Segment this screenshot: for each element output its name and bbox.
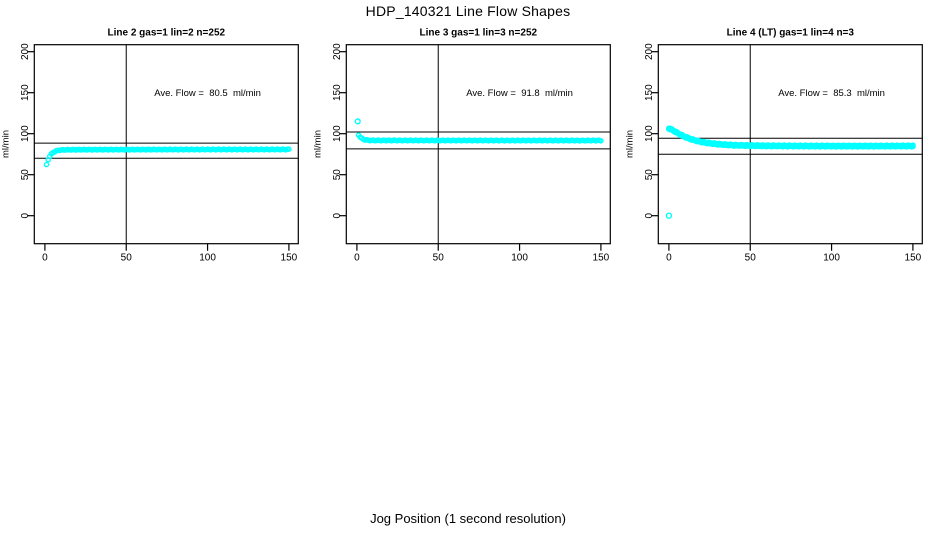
data-points (43, 146, 292, 168)
y-tick-label: 200 (20, 43, 31, 60)
plot-frame (657, 44, 923, 245)
y-tick-label: 150 (644, 84, 655, 101)
avg-flow-annotation: Ave. Flow = 80.5 ml/min (154, 88, 261, 99)
y-axis-title: ml/min (1, 130, 12, 158)
x-tick-label: 100 (199, 253, 216, 264)
data-point (286, 146, 292, 152)
data-point (910, 142, 916, 149)
panel-line-3: Line 3 gas=1 lin=3 n=252 0 50 100 150 0 50 100 1… (313, 28, 611, 264)
y-tick-label: 50 (20, 169, 31, 181)
avg-flow-annotation: Ave. Flow = 91.8 ml/min (466, 88, 573, 99)
x-tick-label: 0 (354, 253, 360, 264)
y-tick-label: 0 (332, 212, 343, 218)
x-tick-label: 0 (666, 253, 672, 264)
x-tick-label: 50 (121, 253, 133, 264)
y-tick-label: 50 (332, 169, 343, 181)
data-points (665, 125, 916, 219)
panel-title: Line 2 gas=1 lin=2 n=252 (108, 28, 226, 39)
x-tick-label: 100 (823, 253, 840, 264)
x-tick-label: 150 (593, 253, 610, 264)
x-axis-label: Jog Position (1 second resolution) (370, 511, 566, 526)
x-tick-label: 0 (42, 253, 48, 264)
y-tick-label: 0 (20, 212, 31, 218)
outlier-point (665, 212, 673, 219)
outlier-point (354, 118, 361, 125)
y-tick-label: 0 (644, 212, 655, 218)
x-tick-label: 50 (433, 253, 445, 264)
x-tick-label: 50 (745, 253, 757, 264)
panels-row: Line 2 gas=1 lin=2 n=252 0 50 100 150 0 50 100 1… (0, 20, 936, 280)
y-tick-label: 200 (644, 43, 655, 60)
y-tick-label: 150 (20, 84, 31, 101)
y-axis-title: ml/min (625, 130, 636, 158)
panel-title: Line 4 (LT) gas=1 lin=4 n=3 (727, 28, 855, 39)
x-tick-label: 150 (905, 253, 922, 264)
y-tick-label: 100 (332, 125, 343, 142)
avg-flow-annotation: Ave. Flow = 85.3 ml/min (778, 88, 885, 99)
y-tick-label: 200 (332, 43, 343, 60)
data-point (598, 138, 604, 144)
y-tick-label: 150 (332, 84, 343, 101)
panel-line-2: Line 2 gas=1 lin=2 n=252 0 50 100 150 0 50 100 1… (1, 28, 299, 264)
y-tick-label: 50 (644, 169, 655, 181)
plot-frame (345, 44, 611, 245)
x-tick-label: 100 (511, 253, 528, 264)
y-tick-label: 100 (644, 125, 655, 142)
panel-title: Line 3 gas=1 lin=3 n=252 (420, 28, 538, 39)
figure-title: HDP_140321 Line Flow Shapes (365, 3, 571, 19)
plot-frame (33, 44, 299, 245)
y-tick-label: 100 (20, 125, 31, 142)
data-points (354, 118, 604, 144)
panel-line-4: Line 4 (LT) gas=1 lin=4 n=3 0 50 100 150 0 50 1… (625, 28, 923, 264)
data-point (43, 161, 50, 168)
y-axis-title: ml/min (313, 130, 324, 158)
x-tick-label: 150 (281, 253, 298, 264)
